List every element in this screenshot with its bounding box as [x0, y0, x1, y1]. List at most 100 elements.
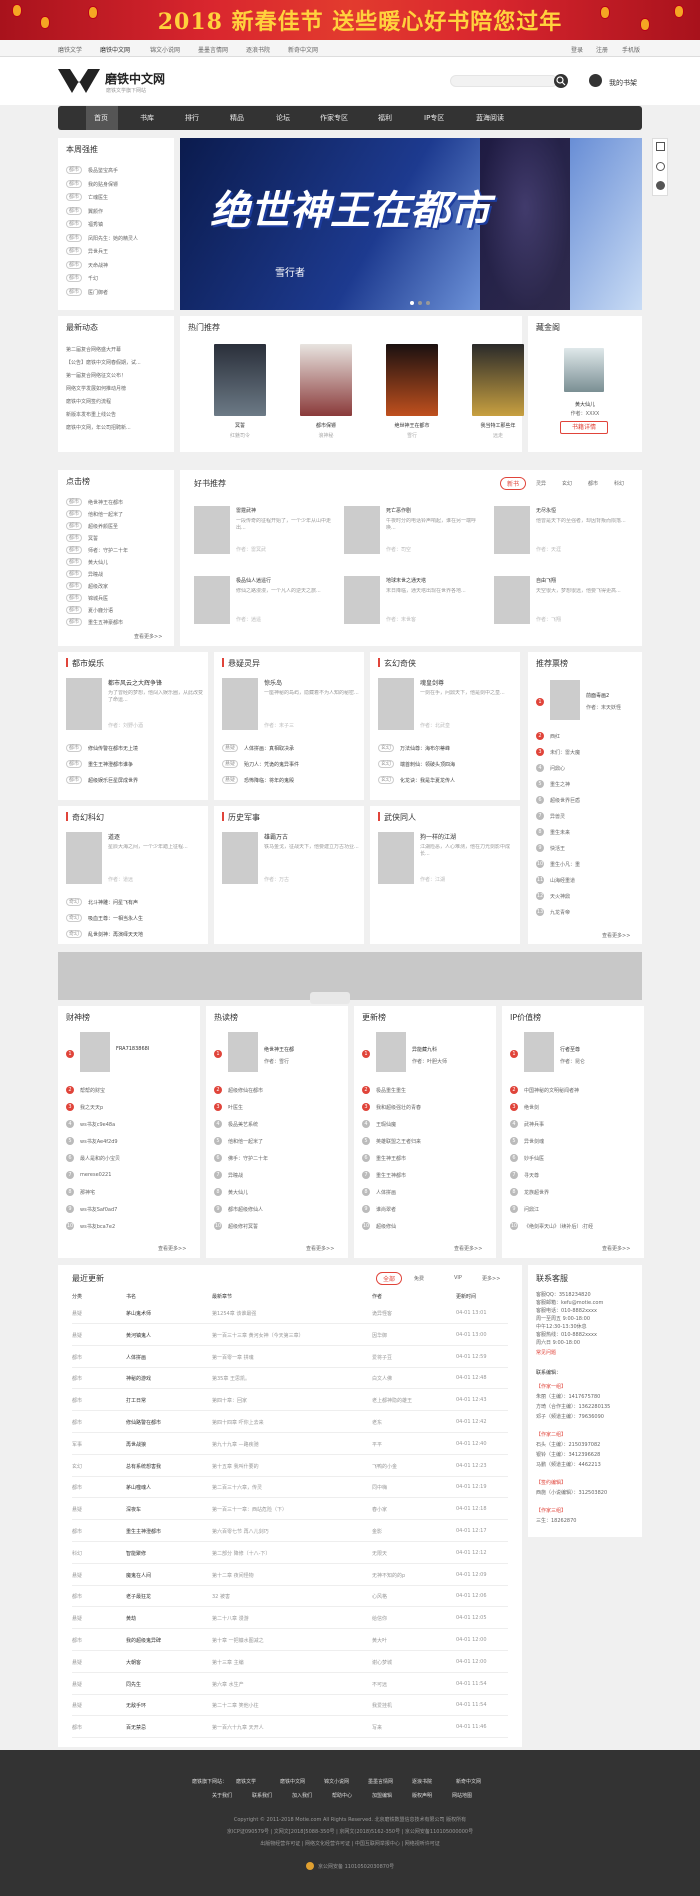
book-link[interactable]: 异瞳战 — [88, 572, 104, 578]
top-link[interactable]: 新奇中文网 — [288, 47, 319, 54]
book-link[interactable]: 《绝剑辜天山》（续补后）:打经 — [524, 1224, 594, 1230]
book-link[interactable]: 极品重生重生 — [376, 1088, 407, 1094]
book-cover[interactable] — [300, 344, 352, 416]
cell[interactable]: 第十二章 夜间怪物 — [212, 1572, 254, 1579]
book-link[interactable]: 重生之神 — [550, 782, 571, 788]
book-link[interactable]: 重生神王都市 — [376, 1156, 407, 1162]
cell[interactable]: 修仙路警在都市 — [126, 1420, 162, 1426]
book-link[interactable]: 绝世神王在都市 — [88, 500, 124, 506]
footer-link[interactable]: 帮助中心 — [332, 1793, 353, 1799]
cell[interactable]: 智能聚修 — [126, 1550, 147, 1557]
more-link[interactable]: 查看更多>> — [454, 1246, 483, 1252]
book-link[interactable]: 妙手仙医 — [524, 1156, 545, 1162]
book-link[interactable]: 千幻 — [88, 276, 99, 282]
news-link[interactable]: 磨铁中文网，年公司招聘新... — [66, 425, 131, 431]
cell[interactable]: 黄河镇鬼人 — [126, 1332, 152, 1339]
news-link[interactable]: 【公告】磨铁中文网春假期，试... — [66, 360, 141, 366]
footer-link[interactable]: 网站地图 — [452, 1793, 473, 1799]
more-link[interactable]: 查看更多>> — [602, 933, 631, 939]
nav-item-author[interactable]: 作家专区 — [320, 114, 348, 122]
book-link[interactable]: 异兽灵 — [550, 814, 566, 820]
more-link[interactable]: 查看更多>> — [306, 1246, 335, 1252]
book-link[interactable]: 超级娱乐巨星屏成世界 — [88, 778, 139, 784]
cell[interactable]: 第十五章 我叫什要的 — [212, 1463, 259, 1470]
book-link[interactable]: 问鼎心 — [550, 766, 566, 772]
book-link[interactable]: ws书友c9e48a — [80, 1122, 116, 1128]
logo-icon[interactable] — [58, 69, 100, 93]
book-cover[interactable] — [228, 1032, 258, 1072]
book-cover[interactable] — [494, 576, 530, 624]
book-cover[interactable] — [80, 1032, 110, 1072]
book-title[interactable]: 异能藏九科 — [412, 1047, 438, 1053]
more-link[interactable]: 查看更多>> — [158, 1246, 187, 1252]
cell[interactable]: 第二十二章 笑他小往 — [212, 1703, 259, 1710]
carousel-dot[interactable] — [418, 301, 422, 305]
book-title[interactable]: 前面毒画2 — [586, 693, 610, 699]
cell[interactable]: 第四十章：回家 — [212, 1398, 248, 1405]
book-link[interactable]: 医门御者 — [88, 289, 109, 296]
book-link[interactable]: 武神兵事 — [524, 1122, 545, 1128]
cell[interactable]: 第六百零七节 再八儿剑巧 — [212, 1529, 269, 1535]
book-cover[interactable] — [66, 832, 102, 884]
login-link[interactable]: 登录 — [571, 47, 584, 54]
book-title[interactable]: 雄霸万古 — [264, 834, 289, 841]
book-title[interactable]: 无尽永恒 — [536, 508, 557, 514]
cell[interactable]: 打工日常 — [126, 1398, 147, 1405]
cell[interactable]: 第十章 一把镰水图减之 — [212, 1638, 264, 1644]
footer-link[interactable]: 逐浪书院 — [412, 1779, 433, 1785]
book-cover[interactable] — [214, 344, 266, 416]
book-link[interactable]: 异世剑魂 — [524, 1139, 545, 1145]
footer-link[interactable]: 联系我们 — [252, 1793, 273, 1799]
book-link[interactable]: 重生王神都市 — [376, 1173, 407, 1179]
book-link[interactable]: 异世兵王 — [88, 249, 109, 255]
book-link[interactable]: 超级修仙 — [376, 1224, 397, 1230]
book-link[interactable]: merese0221 — [80, 1172, 112, 1178]
book-link[interactable]: 我的贴身保镖 — [88, 181, 119, 188]
cell[interactable]: 第35章 王思凯。 — [212, 1376, 250, 1383]
book-link[interactable]: ws书友bca7e2 — [80, 1224, 116, 1230]
book-link[interactable]: 谁尚翠者 — [376, 1207, 397, 1213]
more-link[interactable]: 更多>> — [482, 1276, 501, 1282]
tab-free[interactable]: 免费 — [414, 1276, 425, 1282]
cell[interactable]: 人体拼画 — [126, 1354, 147, 1361]
news-link[interactable]: 新版本发布重上线公告 — [66, 412, 117, 418]
book-cover[interactable] — [344, 576, 380, 624]
search-input[interactable] — [450, 75, 558, 87]
book-link[interactable]: 他和他一起米了 — [228, 1139, 264, 1145]
book-cover[interactable] — [524, 1032, 554, 1072]
top-link[interactable]: 锦文小说网 — [150, 47, 181, 54]
top-link[interactable]: 磨铁文学 — [58, 47, 83, 54]
cell[interactable]: 总有系统想害我 — [126, 1463, 162, 1470]
cell[interactable]: 第1254章 该谁最强 — [212, 1311, 257, 1317]
cell[interactable]: 第四十四章 吓你上去来 — [212, 1420, 264, 1426]
book-title[interactable]: 冥誓 — [234, 423, 245, 429]
nav-item-forum[interactable]: 论坛 — [276, 114, 290, 122]
user-icon[interactable] — [589, 74, 602, 87]
book-link[interactable]: 黄大仙儿 — [228, 1190, 249, 1196]
book-link[interactable]: 我和超级强壮的青春 — [376, 1105, 422, 1111]
book-link[interactable]: 他和他一起米了 — [88, 512, 124, 518]
news-link[interactable]: 磨铁中文网签约流程 — [66, 399, 112, 405]
book-cover[interactable] — [378, 832, 414, 884]
nav-item-featured[interactable]: 精品 — [230, 114, 244, 122]
book-cover[interactable] — [564, 348, 604, 392]
cell[interactable]: 同先生 — [126, 1681, 142, 1688]
book-title[interactable]: 黄大仙儿 — [574, 402, 595, 408]
book-link[interactable]: 修仙传警在都市无上境 — [88, 746, 139, 752]
book-title[interactable]: 我当特工那些年 — [480, 423, 516, 429]
top-link[interactable]: 墨墨言情网 — [198, 47, 229, 54]
book-link[interactable]: 福秀镇 — [88, 222, 104, 228]
book-link[interactable]: 叶医生 — [228, 1105, 244, 1111]
app-icon[interactable] — [656, 162, 665, 171]
book-link[interactable]: 绝世剑 — [524, 1105, 540, 1111]
book-cover[interactable] — [194, 506, 230, 554]
nav-item-welfare[interactable]: 福利 — [378, 114, 392, 122]
cell[interactable]: 重生主神澄都市 — [126, 1529, 162, 1535]
book-link[interactable]: 乱世剑神：再演绎天天地 — [88, 932, 144, 938]
book-title[interactable]: 行者至尊 — [560, 1047, 581, 1053]
footer-link[interactable]: 加入我们 — [292, 1793, 313, 1799]
cell[interactable]: 第九十九章 —路疾驰 — [212, 1441, 259, 1448]
book-link[interactable]: 人体拼画 — [376, 1190, 397, 1196]
book-link[interactable]: ws书友Saf0ad7 — [80, 1207, 118, 1213]
tab-vip[interactable]: VIP — [454, 1275, 462, 1281]
